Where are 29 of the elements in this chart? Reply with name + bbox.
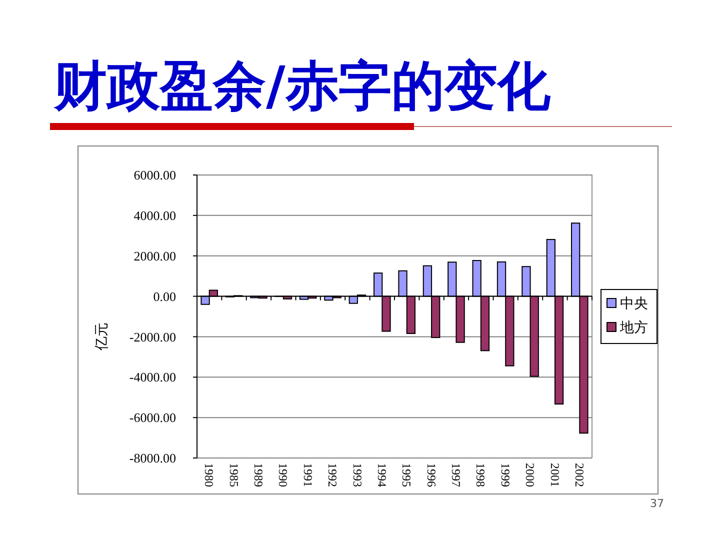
legend-label: 中央 [620, 296, 648, 312]
x-tick-label: 2002 [572, 463, 586, 487]
x-tick-label: 1996 [424, 463, 438, 487]
x-tick-label: 2000 [523, 463, 538, 487]
y-tick-label: -8000.00 [129, 450, 176, 466]
legend-label: 地方 [619, 320, 648, 336]
x-tick-label: 1992 [326, 463, 340, 487]
x-tick-label: 1990 [276, 463, 290, 487]
y-tick-label: 6000.00 [134, 168, 176, 183]
x-tick-label: 1994 [374, 463, 389, 487]
y-tick-label: 0.00 [153, 288, 176, 304]
text: 37 [650, 497, 664, 510]
x-tick-label: 1997 [449, 463, 464, 487]
x-tick-label: 1993 [350, 463, 364, 487]
y-tick-label: 4000.00 [134, 208, 176, 223]
x-tick-label: 1991 [300, 463, 315, 487]
x-tick-label: 1989 [252, 463, 266, 487]
x-tick-label: 1985 [226, 463, 241, 487]
y-axis-title: 亿元 [94, 322, 110, 352]
x-tick-label: 1980 [202, 463, 216, 487]
chart-title: 财政盈余/赤字的变化 [53, 56, 552, 117]
x-tick-label: 1999 [498, 463, 512, 487]
x-tick-label: 1998 [474, 463, 488, 487]
x-tick-label: 1995 [400, 463, 414, 487]
y-tick-label: -2000.00 [129, 329, 176, 344]
y-tick-label: -4000.00 [129, 370, 176, 385]
y-tick-label: -6000.00 [129, 410, 176, 426]
y-tick-label: 2000.00 [134, 248, 176, 264]
x-tick-label: 2001 [548, 463, 562, 487]
